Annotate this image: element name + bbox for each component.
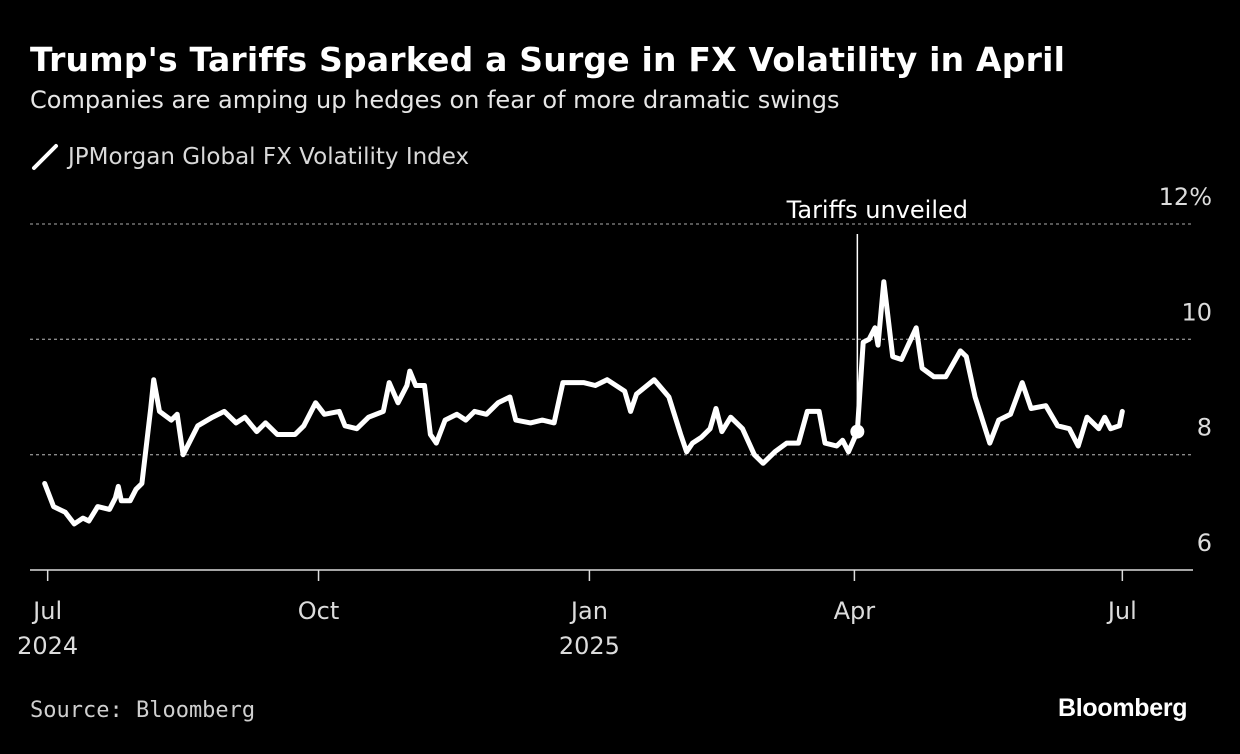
annotation-marker-dot <box>850 424 865 439</box>
chart-title: Trump's Tariffs Sparked a Surge in FX Vo… <box>30 40 1066 79</box>
x-tick-label: Jan <box>569 597 608 625</box>
source-note: Source: Bloomberg <box>30 698 256 723</box>
y-tick-label: 10 <box>1181 298 1212 326</box>
legend-line-swatch <box>32 144 58 170</box>
x-tick-label: Jul <box>31 597 62 625</box>
legend: JPMorgan Global FX Volatility Index <box>30 142 469 172</box>
legend-label: JPMorgan Global FX Volatility Index <box>68 144 470 170</box>
y-tick-label: 12% <box>1159 183 1212 211</box>
x-tick-label: Oct <box>298 597 340 625</box>
y-tick-label: 6 <box>1197 529 1212 557</box>
x-tick-label: Apr <box>834 597 876 625</box>
x-tick-year-label: 2024 <box>17 632 78 660</box>
chart-subtitle: Companies are amping up hedges on fear o… <box>30 86 840 114</box>
y-tick-label: 8 <box>1197 414 1212 442</box>
x-tick-label: Jul <box>1106 597 1137 625</box>
x-tick-year-label: 2025 <box>559 632 620 660</box>
series-line-fx-volatility <box>42 279 1125 527</box>
bloomberg-logo: Bloomberg <box>1058 694 1188 722</box>
annotation-label: Tariffs unveiled <box>786 196 968 224</box>
